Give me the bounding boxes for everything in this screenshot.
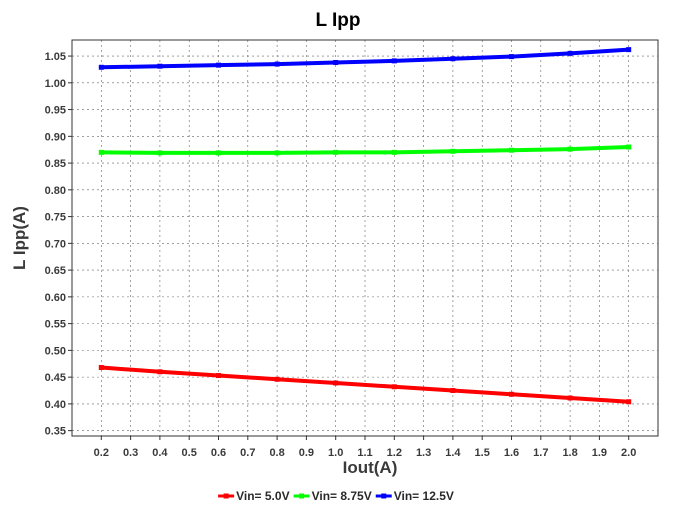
- x-tick-label: 1.7: [533, 447, 548, 459]
- plot-area-border: [71, 39, 659, 437]
- y-tick-label: 0.70: [45, 238, 66, 250]
- series-1: [98, 365, 632, 405]
- data-point: [567, 146, 573, 152]
- data-point: [157, 63, 163, 69]
- x-tick-label: 0.4: [152, 447, 168, 459]
- x-tick-label: 1.0: [328, 447, 343, 459]
- x-tick-label: 1.2: [387, 447, 402, 459]
- data-point: [216, 150, 221, 156]
- data-point: [391, 149, 397, 155]
- data-point: [333, 59, 339, 65]
- x-tick-label: 0.9: [299, 447, 314, 459]
- x-tick-label: 0.5: [182, 447, 197, 459]
- data-point: [450, 56, 456, 62]
- y-tick-label: 0.75: [45, 212, 66, 224]
- x-tick-label: 1.5: [475, 447, 490, 459]
- legend: Vin= 5.0V Vin= 8.75V Vin= 12.5V: [218, 489, 454, 503]
- x-tick-label: 1.6: [504, 447, 519, 459]
- data-point: [391, 58, 397, 64]
- x-tick-label: 1.4: [445, 447, 461, 459]
- data-point: [626, 47, 632, 53]
- legend-label: Vin= 12.5V: [394, 489, 454, 503]
- y-tick-label: 0.95: [45, 105, 66, 117]
- y-tick-label: 0.55: [45, 319, 66, 331]
- data-point: [333, 380, 339, 386]
- x-tick-label: 0.7: [240, 447, 255, 459]
- y-tick-label: 0.85: [45, 158, 66, 170]
- x-tick-label: 2.0: [621, 447, 636, 459]
- series-line: [99, 365, 631, 404]
- data-point: [98, 149, 104, 155]
- data-point: [216, 373, 221, 379]
- x-tick-label: 1.3: [416, 447, 431, 459]
- legend-label: Vin= 8.75V: [312, 489, 372, 503]
- y-tick-label: 0.35: [45, 426, 66, 438]
- data-point: [450, 388, 456, 394]
- data-point: [274, 150, 280, 156]
- grid: [68, 40, 658, 440]
- y-tick-label: 0.40: [45, 399, 66, 411]
- x-tick-label: 0.3: [123, 447, 138, 459]
- y-tick-label: 0.65: [45, 265, 66, 277]
- y-tick-label: 0.80: [45, 185, 66, 197]
- data-point: [509, 147, 514, 153]
- series-line: [99, 145, 631, 155]
- y-tick-label: 0.45: [45, 372, 66, 384]
- data-point: [567, 50, 573, 56]
- chart-title: L Ipp: [315, 10, 360, 31]
- legend-marker: [381, 493, 387, 499]
- data-point: [216, 62, 221, 68]
- tick-labels: 0.2 0.3 0.4 0.5 0.6 0.7 0.8 0.9 1.0 1.1 1.2 1.3 1.4 1…: [45, 51, 637, 459]
- x-tick-label: 1.9: [592, 447, 607, 459]
- y-tick-label: 0.50: [45, 345, 66, 357]
- data-point: [626, 144, 632, 150]
- data-point: [450, 148, 456, 154]
- data-point: [274, 61, 280, 67]
- data-point: [98, 64, 104, 70]
- series-2: [98, 144, 632, 156]
- data-point: [567, 395, 573, 401]
- x-tick-label: 0.8: [269, 447, 284, 459]
- data-point: [626, 399, 632, 405]
- series-3: [98, 47, 632, 70]
- data-point: [509, 54, 514, 60]
- legend-marker: [223, 493, 229, 499]
- x-tick-label: 0.6: [211, 447, 226, 459]
- legend-marker: [299, 493, 305, 499]
- y-tick-label: 1.00: [45, 78, 66, 90]
- data-point: [157, 150, 163, 156]
- data-point: [333, 149, 339, 155]
- data-point: [98, 365, 104, 371]
- data-point: [157, 369, 163, 375]
- data-point: [509, 391, 514, 397]
- data-point: [274, 376, 280, 382]
- legend-label: Vin= 5.0V: [236, 489, 289, 503]
- x-tick-label: 1.1: [357, 447, 372, 459]
- series-line: [99, 47, 631, 70]
- y-tick-label: 0.90: [45, 131, 66, 143]
- series-lines: [98, 47, 632, 405]
- y-axis-label: L Ipp(A): [10, 206, 29, 270]
- x-tick-label: 1.8: [562, 447, 577, 459]
- y-tick-label: 1.05: [45, 51, 66, 63]
- x-axis-label: Iout(A): [343, 458, 398, 477]
- x-tick-label: 0.2: [94, 447, 109, 459]
- data-point: [391, 384, 397, 390]
- y-tick-label: 0.60: [45, 292, 66, 304]
